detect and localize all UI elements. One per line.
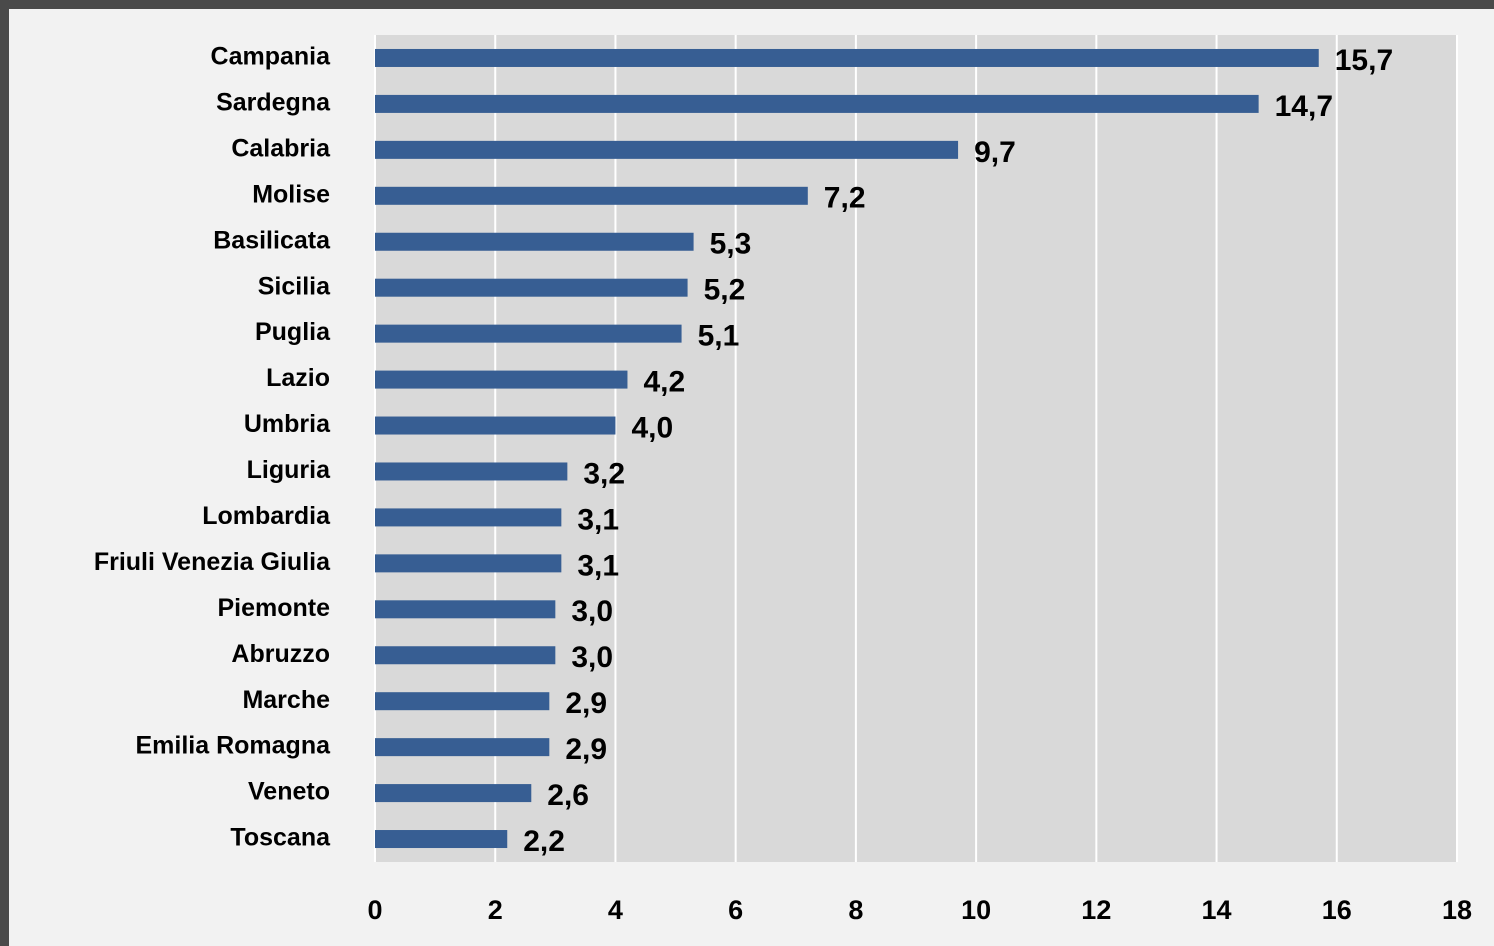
bar xyxy=(375,278,688,297)
category-label: Liguria xyxy=(247,456,331,484)
x-tick-label: 14 xyxy=(1202,895,1232,925)
value-label: 7,2 xyxy=(824,182,866,215)
value-label: 3,0 xyxy=(571,641,613,674)
value-label: 3,1 xyxy=(577,549,619,582)
value-label: 5,3 xyxy=(710,228,752,261)
bar xyxy=(375,692,550,711)
bar xyxy=(375,48,1319,67)
x-tick-label: 2 xyxy=(488,895,503,925)
bar xyxy=(375,140,959,159)
category-label: Lazio xyxy=(266,364,330,392)
bar xyxy=(375,186,808,205)
bar xyxy=(375,94,1259,113)
value-label: 5,1 xyxy=(698,320,740,353)
value-label: 3,2 xyxy=(583,457,625,490)
category-label: Friuli Venezia Giulia xyxy=(94,548,331,576)
category-label: Puglia xyxy=(255,318,331,346)
category-label: Veneto xyxy=(248,778,330,806)
value-label: 9,7 xyxy=(974,136,1016,169)
value-label: 15,7 xyxy=(1335,44,1393,77)
x-tick-label: 16 xyxy=(1322,895,1352,925)
category-label: Marche xyxy=(242,686,330,714)
category-label: Emilia Romagna xyxy=(136,732,332,760)
value-label: 14,7 xyxy=(1275,90,1333,123)
value-label: 4,2 xyxy=(643,366,685,399)
value-label: 4,0 xyxy=(631,411,673,444)
x-tick-label: 18 xyxy=(1442,895,1472,925)
category-label: Toscana xyxy=(230,824,331,852)
value-label: 3,0 xyxy=(571,595,613,628)
bar xyxy=(375,646,556,665)
value-label: 2,9 xyxy=(565,733,607,766)
x-tick-label: 12 xyxy=(1081,895,1111,925)
category-label: Piemonte xyxy=(217,594,330,622)
category-label: Molise xyxy=(252,180,330,208)
bar xyxy=(375,554,562,573)
bar xyxy=(375,462,568,481)
value-label: 2,9 xyxy=(565,687,607,720)
bar xyxy=(375,508,562,527)
x-tick-label: 0 xyxy=(367,895,382,925)
value-label: 5,2 xyxy=(704,274,746,307)
x-tick-label: 6 xyxy=(728,895,743,925)
value-label: 3,1 xyxy=(577,503,619,536)
plot-area xyxy=(375,35,1457,862)
x-tick-label: 4 xyxy=(608,895,623,925)
bar xyxy=(375,830,508,849)
category-label: Sicilia xyxy=(258,272,331,300)
x-tick-label: 8 xyxy=(848,895,863,925)
bar xyxy=(375,232,694,251)
category-label: Calabria xyxy=(231,134,331,162)
bar xyxy=(375,600,556,619)
bar xyxy=(375,324,682,343)
category-label: Basilicata xyxy=(213,226,331,254)
bar xyxy=(375,738,550,757)
bar xyxy=(375,416,616,435)
bar xyxy=(375,784,532,803)
category-label: Lombardia xyxy=(202,502,331,530)
category-label: Umbria xyxy=(244,410,331,438)
value-label: 2,6 xyxy=(547,779,589,812)
category-label: Sardegna xyxy=(216,89,331,117)
bar xyxy=(375,370,628,389)
x-tick-label: 10 xyxy=(961,895,991,925)
category-label: Campania xyxy=(211,43,332,71)
value-label: 2,2 xyxy=(523,825,565,858)
category-label: Abruzzo xyxy=(231,640,330,668)
